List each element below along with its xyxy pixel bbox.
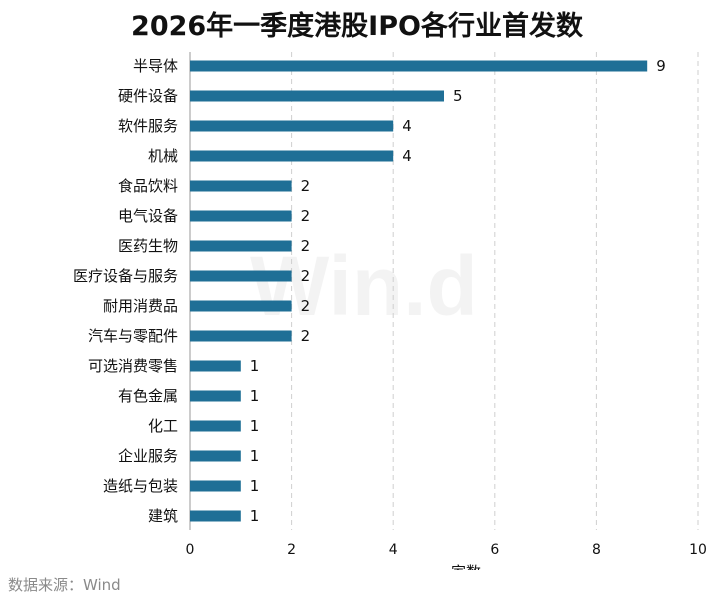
bar <box>190 480 241 492</box>
category-label: 建筑 <box>148 507 178 525</box>
category-label: 企业服务 <box>118 447 178 465</box>
category-label: 电气设备 <box>118 207 178 225</box>
x-tick-label: 6 <box>490 542 499 558</box>
bar <box>190 150 394 162</box>
category-label: 汽车与零配件 <box>88 327 178 345</box>
category-label: 有色金属 <box>118 387 178 405</box>
data-label: 9 <box>656 57 666 75</box>
data-label: 5 <box>453 87 463 105</box>
bar <box>190 180 292 192</box>
bar <box>190 510 241 522</box>
bar <box>190 270 292 282</box>
data-label: 1 <box>250 417 260 435</box>
bar-chart: 半导体 9 硬件设备 5 软件服务 4 机械 4 食品饮料 2 电气设备 2 医药生物 2 医疗设备与服务 2… <box>73 52 707 570</box>
bar <box>190 420 241 432</box>
category-label: 可选消费零售 <box>88 357 178 375</box>
chart-title: 2026年一季度港股IPO各行业首发数 <box>131 11 583 42</box>
bar <box>190 330 292 342</box>
data-label: 2 <box>301 327 311 345</box>
x-tick-label: 8 <box>592 542 601 558</box>
x-axis-title: 家数 <box>451 563 481 570</box>
x-tick-label: 0 <box>186 542 195 558</box>
bar <box>190 360 241 372</box>
data-label: 1 <box>250 387 260 405</box>
data-label: 2 <box>301 297 311 315</box>
x-tick-label: 2 <box>287 542 296 558</box>
bar <box>190 120 394 132</box>
data-label: 1 <box>250 447 260 465</box>
data-label: 1 <box>250 507 260 525</box>
data-label: 2 <box>301 207 311 225</box>
watermark-logo: Win.d <box>250 238 478 335</box>
x-tick-label: 4 <box>389 542 398 558</box>
category-label: 医疗设备与服务 <box>73 267 178 285</box>
category-label: 耐用消费品 <box>103 297 178 315</box>
category-label: 软件服务 <box>118 117 178 135</box>
bar <box>190 300 292 312</box>
category-label: 硬件设备 <box>118 87 178 105</box>
data-label: 1 <box>250 357 260 375</box>
category-label: 医药生物 <box>118 237 178 255</box>
x-tick-label: 10 <box>689 542 707 558</box>
bar <box>190 390 241 402</box>
category-label: 食品饮料 <box>118 177 178 195</box>
bar <box>190 450 241 462</box>
source-note: 数据来源：Wind <box>8 576 121 594</box>
data-label: 2 <box>301 267 311 285</box>
category-label: 机械 <box>148 147 178 165</box>
data-label: 4 <box>402 147 412 165</box>
data-label: 2 <box>301 177 311 195</box>
bar <box>190 240 292 252</box>
category-label: 半导体 <box>133 57 178 75</box>
data-label: 1 <box>250 477 260 495</box>
data-label: 2 <box>301 237 311 255</box>
bar <box>190 60 648 72</box>
data-label: 4 <box>402 117 412 135</box>
bar <box>190 90 444 102</box>
category-label: 化工 <box>148 417 178 435</box>
category-label: 造纸与包装 <box>103 477 178 495</box>
bar <box>190 210 292 222</box>
